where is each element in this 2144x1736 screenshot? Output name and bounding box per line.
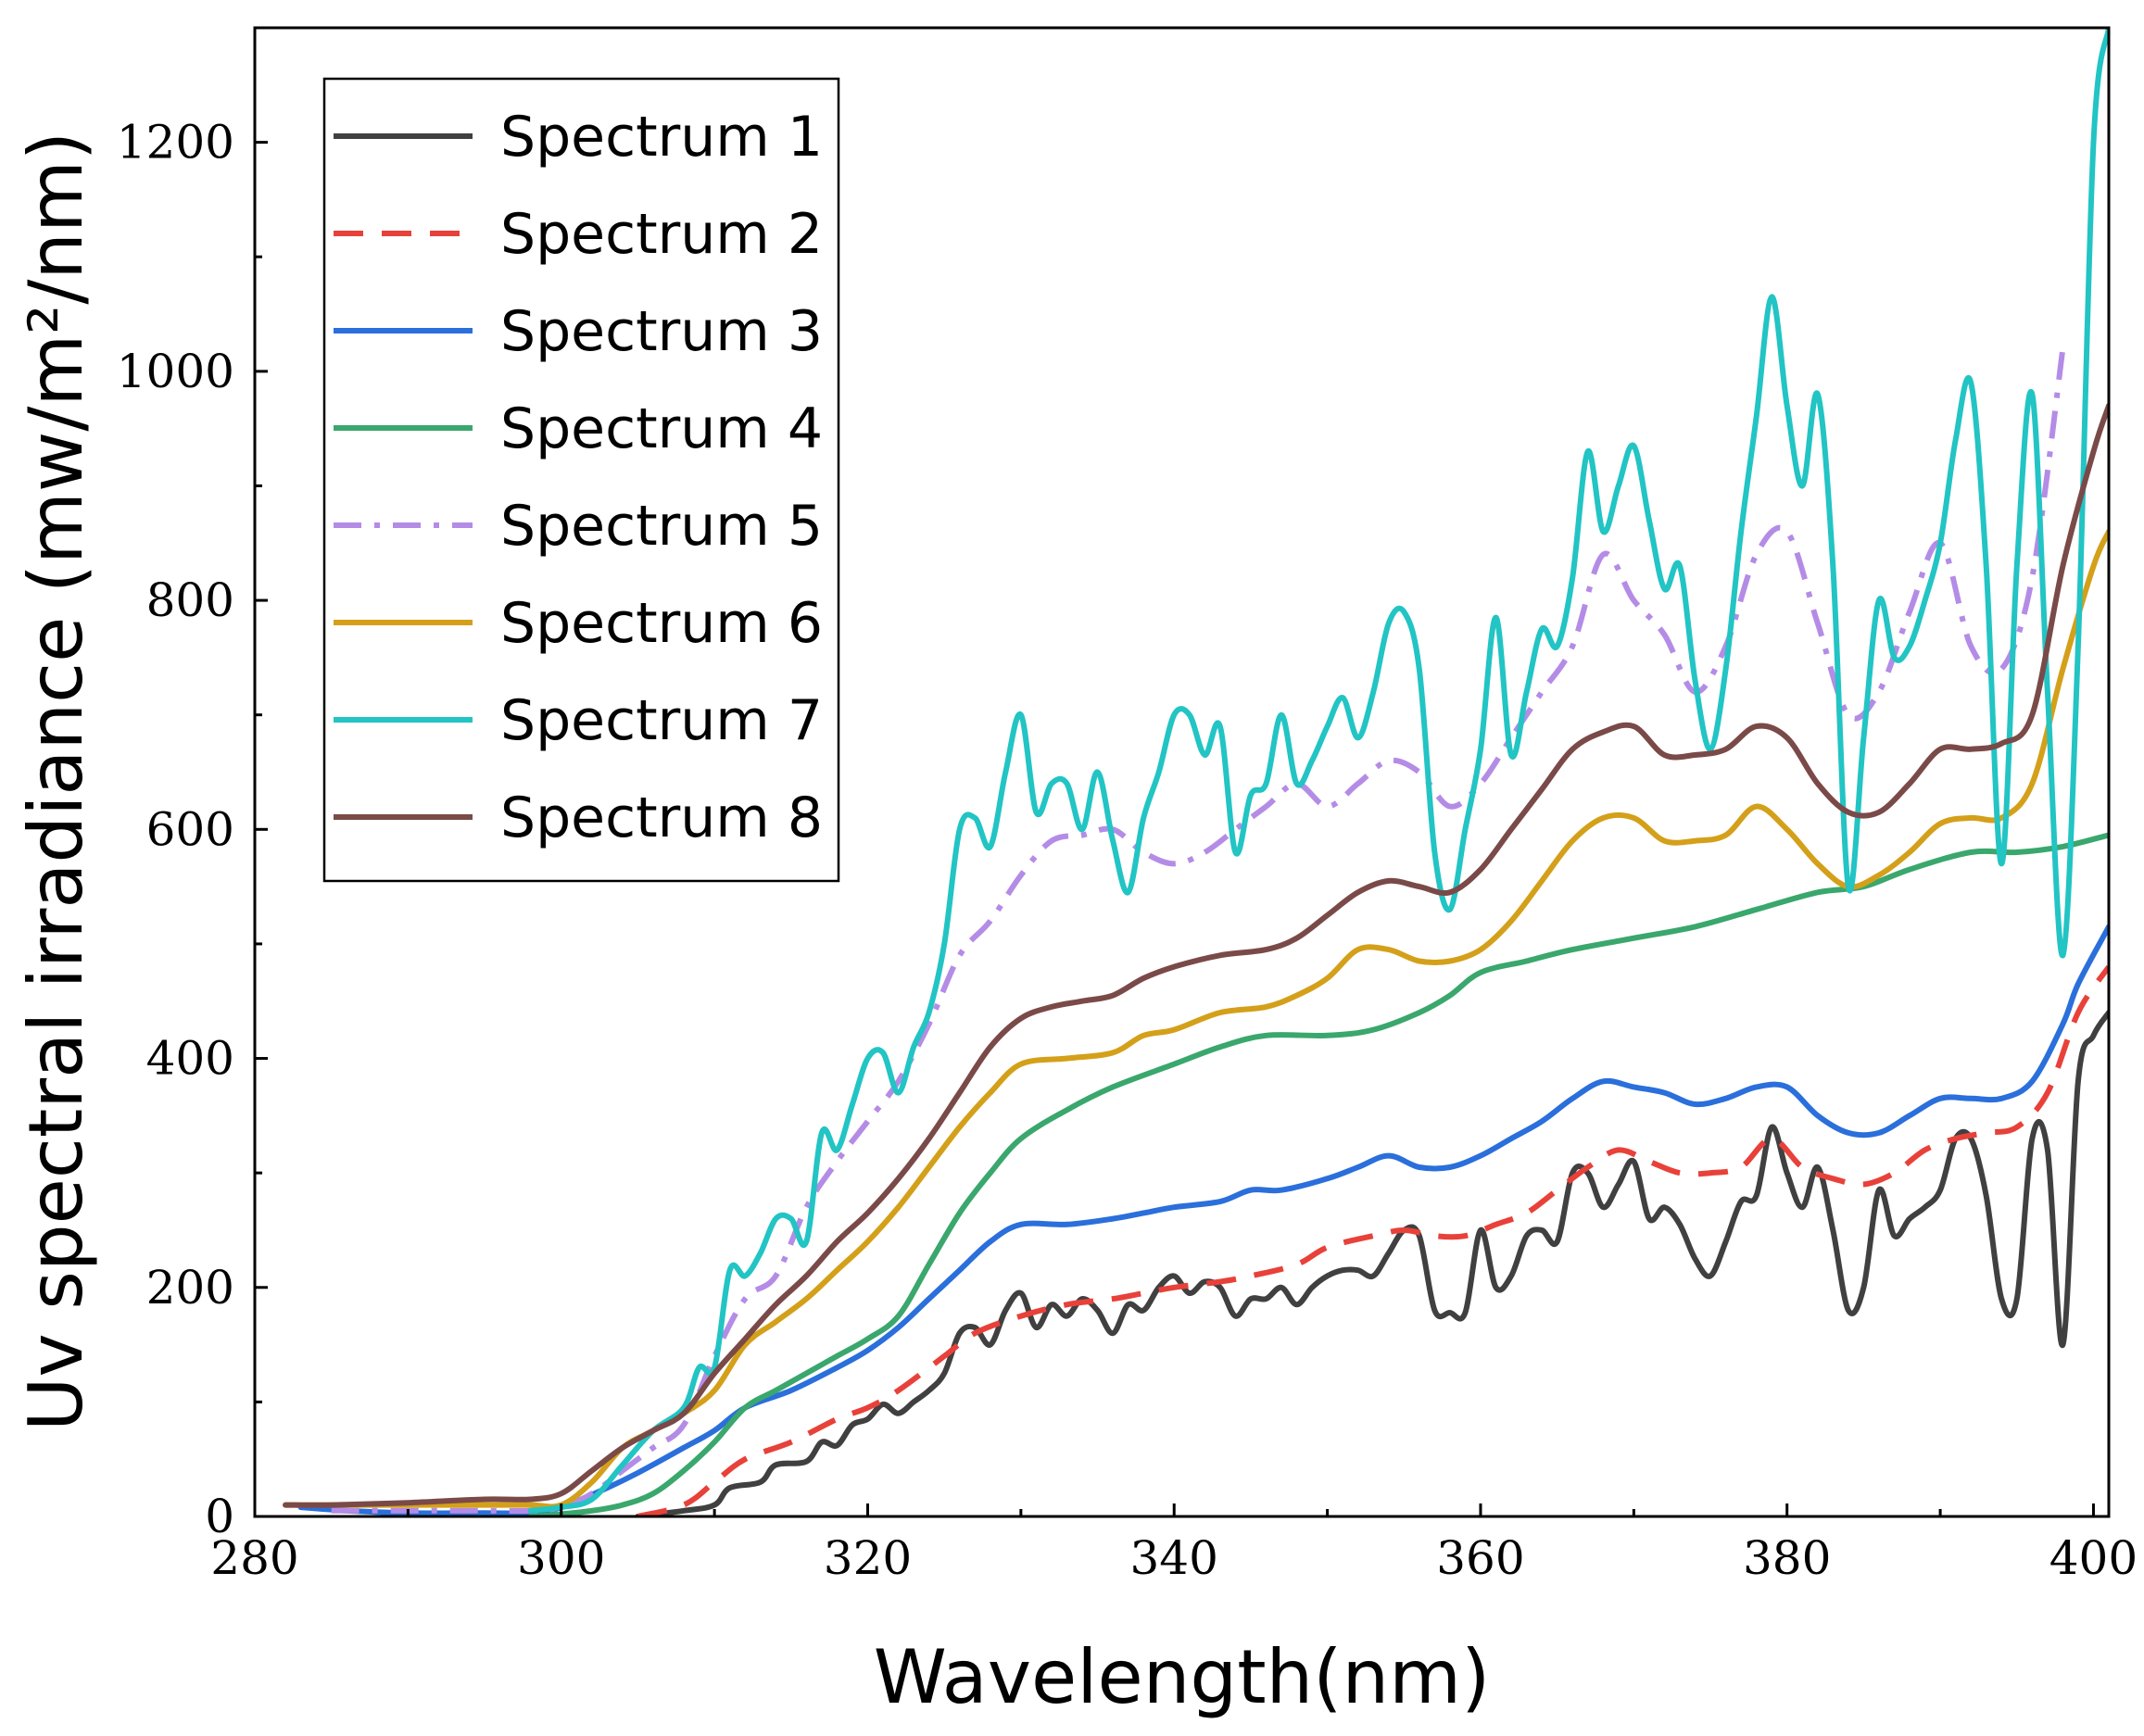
y-tick-label: 1000 [117,345,234,398]
legend-label: Spectrum 8 [500,786,823,850]
legend: Spectrum 1 Spectrum 2 Spectrum 3 Spectrum 4… [322,77,840,883]
x-tick-label: 340 [1130,1531,1218,1585]
legend-label: Spectrum 7 [500,688,823,753]
plot-lines [283,28,2109,1516]
y-tick-label: 200 [146,1261,234,1315]
legend-item-spectrum-8: Spectrum 8 [334,786,823,850]
y-tick-label: 0 [205,1490,234,1543]
axis-ticks: 280 300 320 340 360 380 400 0 200 400 600 800 1000 12… [117,116,2138,1585]
legend-label: Spectrum 1 [500,105,823,170]
series-line-spectrum-8 [283,402,2109,1508]
x-tick-label: 360 [1436,1531,1524,1585]
y-tick-label: 400 [146,1032,234,1086]
legend-item-spectrum-4: Spectrum 4 [334,396,823,461]
legend-item-spectrum-6: Spectrum 6 [334,591,823,656]
series-line-spectrum-4 [527,832,2109,1516]
x-tick-label: 280 [210,1531,298,1585]
legend-label: Spectrum 2 [500,202,823,267]
x-tick-label: 400 [2049,1531,2138,1585]
y-tick-label: 1200 [117,116,234,170]
legend-label: Spectrum 4 [500,396,823,461]
legend-label: Spectrum 6 [500,591,823,656]
plot-frame [253,26,2111,1518]
series-line-spectrum-7 [527,28,2109,1514]
series-line-spectrum-2 [637,964,2109,1516]
x-axis-title: Wavelength(nm) [874,1634,1491,1720]
legend-label: Spectrum 5 [500,494,823,559]
legend-item-spectrum-2: Spectrum 2 [334,202,823,267]
legend-item-spectrum-3: Spectrum 3 [334,299,823,364]
series-line-spectrum-1 [635,1010,2109,1516]
x-tick-label: 300 [517,1531,605,1585]
x-tick-label: 380 [1743,1531,1831,1585]
legend-label: Spectrum 3 [500,299,823,364]
legend-item-spectrum-7: Spectrum 7 [334,688,823,753]
y-tick-label: 600 [146,802,234,856]
x-tick-label: 320 [824,1531,912,1585]
y-tick-label: 800 [146,573,234,627]
y-axis-title: Uv spectral irradiance (mw/m²/nm) [13,132,99,1431]
legend-item-spectrum-1: Spectrum 1 [334,105,823,170]
legend-item-spectrum-5: Spectrum 5 [334,494,823,559]
series-line-spectrum-3 [297,924,2109,1516]
legend-box [322,77,840,883]
